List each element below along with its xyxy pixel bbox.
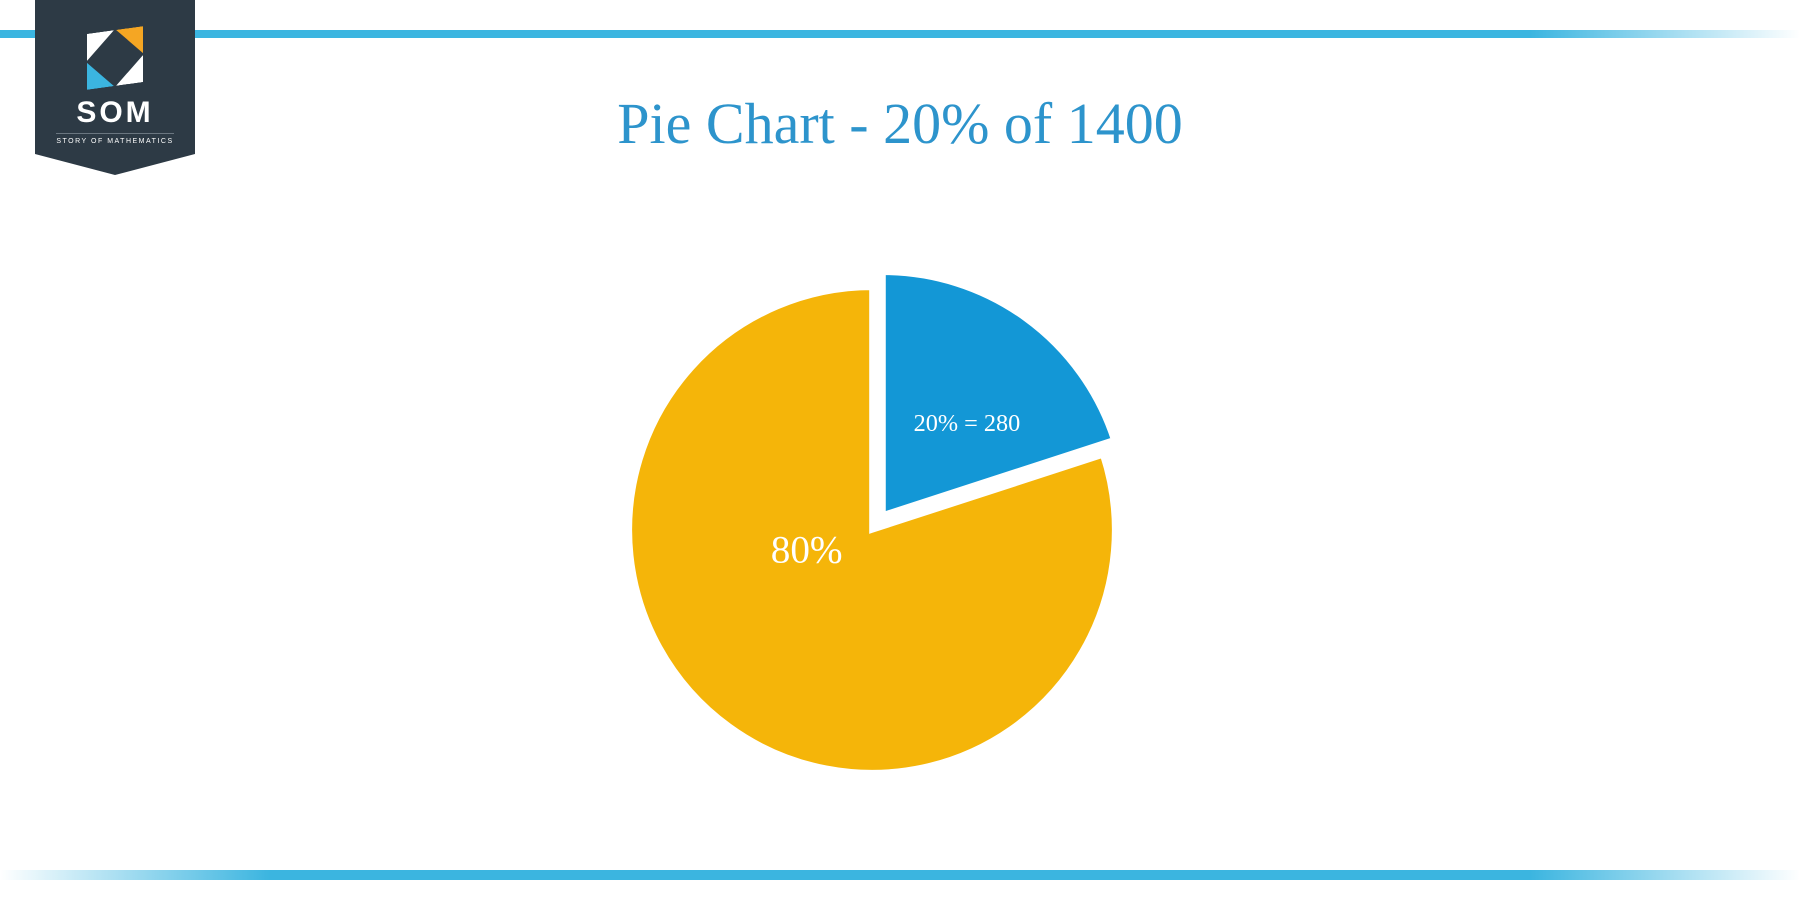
som-logo-icon (87, 26, 143, 90)
pie-slice-label-1: 80% (771, 529, 843, 572)
pie-svg: 20% = 280 80% (592, 250, 1152, 810)
pie-slice-label-0: 20% = 280 (914, 410, 1021, 437)
chart-title: Pie Chart - 20% of 1400 (0, 90, 1800, 157)
pie-chart: 20% = 280 80% (592, 250, 1152, 810)
top-border-bar (0, 30, 1800, 38)
bottom-border-bar (0, 870, 1800, 880)
